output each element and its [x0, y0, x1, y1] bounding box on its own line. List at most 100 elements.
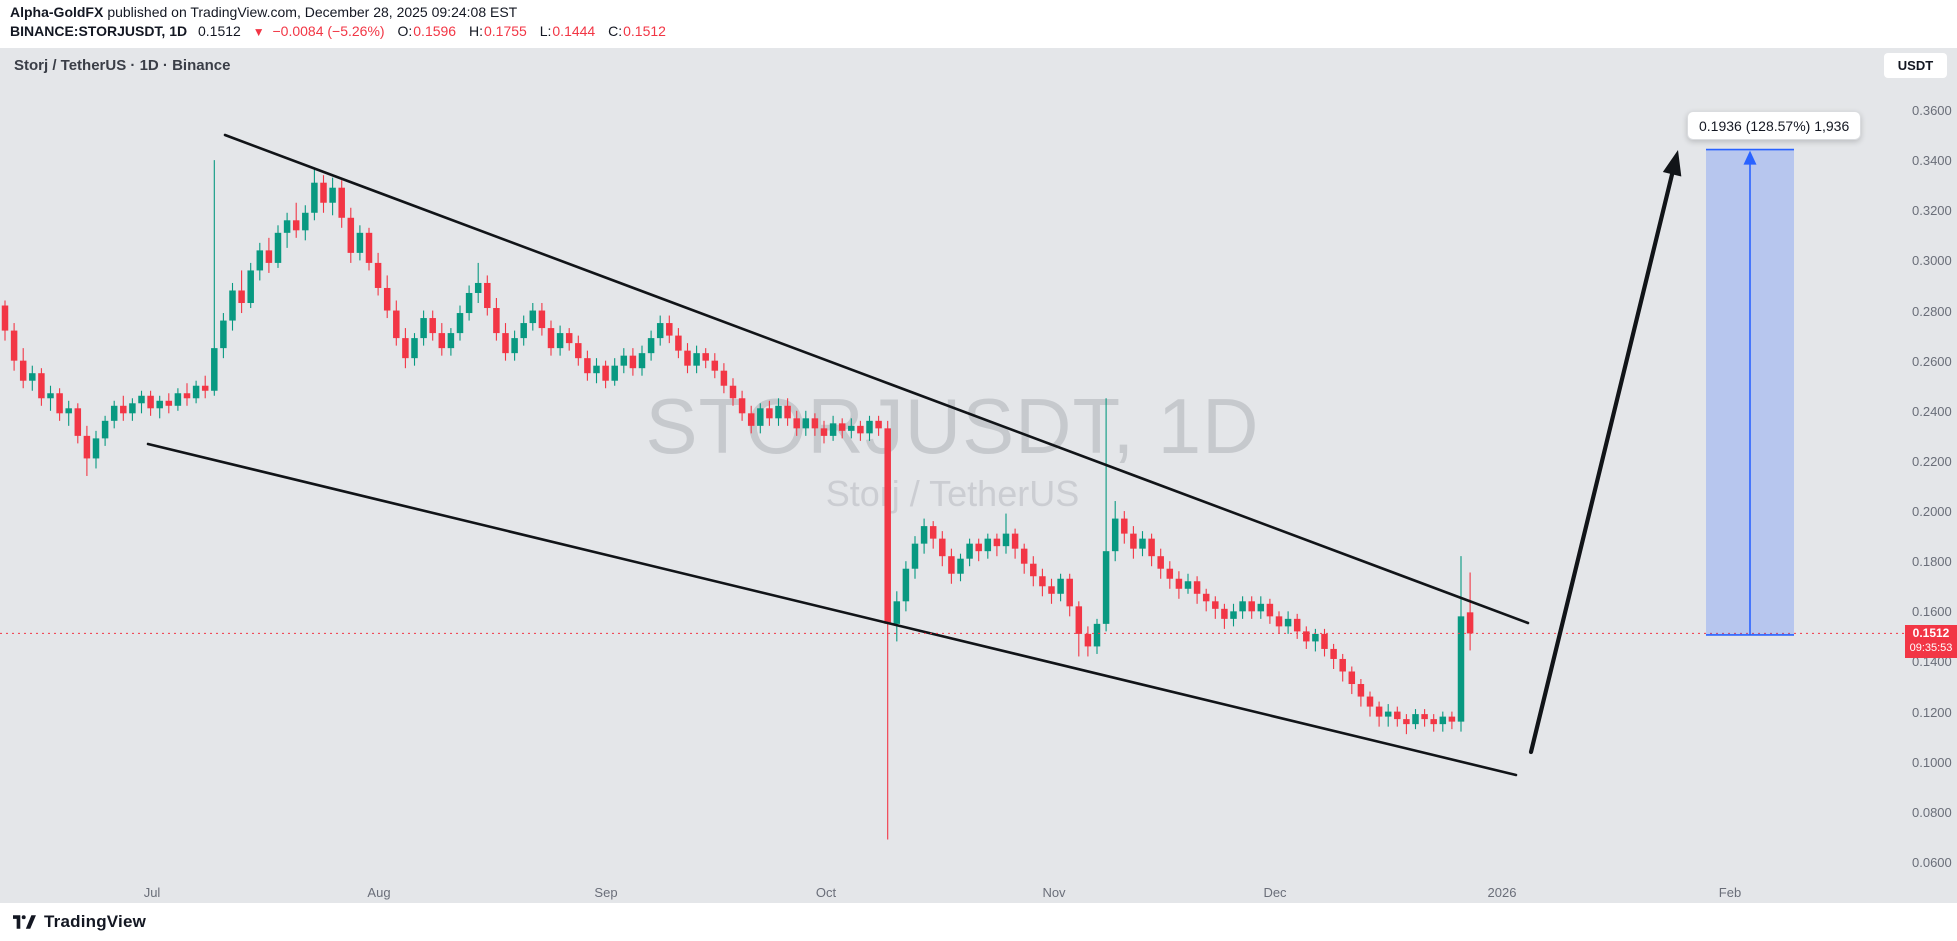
candle-body [1139, 538, 1146, 549]
candle-body [793, 418, 800, 429]
candle-body [611, 365, 618, 381]
candle-body [1230, 611, 1237, 619]
candle-body [283, 220, 291, 233]
candle-body [638, 353, 646, 369]
candle-body [520, 323, 527, 339]
candle-body [902, 568, 910, 602]
candle-body [10, 330, 18, 361]
candle-body [484, 282, 491, 309]
candle-body [1366, 696, 1374, 707]
candle-body [875, 420, 882, 429]
candle-body [129, 403, 136, 414]
candle-body [56, 393, 63, 414]
chart-canvas[interactable]: STORJUSDT, 1D Storj / TetherUS Storj / T… [0, 48, 1957, 903]
candle-body [656, 323, 664, 339]
candle-body [629, 355, 637, 369]
price-axis-tick: 0.1000 [1912, 754, 1952, 770]
candle-body [702, 353, 709, 361]
candle-body [1375, 706, 1383, 717]
candle-body [1439, 716, 1447, 725]
ohlc-high: H:0.1755 [469, 23, 527, 39]
candle-body [393, 310, 400, 339]
candle-body [274, 232, 282, 263]
candle-body [511, 338, 518, 354]
candle-body [857, 425, 864, 434]
descending-channel-upper-trendline[interactable] [223, 133, 1530, 625]
candlestick-chart[interactable] [0, 48, 1957, 903]
candle-body [1239, 601, 1246, 612]
price-axis[interactable]: 0.1512 09:35:53 0.3600 0.3400 0.3200 0.3000… [1905, 48, 1957, 903]
candle-body [110, 405, 118, 421]
candle-body [19, 360, 27, 381]
candle-body [438, 333, 446, 349]
candle-body [984, 538, 992, 552]
candle-body [1330, 648, 1337, 659]
candle-body [347, 217, 355, 253]
breakout-arrow-shaft[interactable] [1528, 163, 1677, 755]
candle-body [1075, 606, 1083, 634]
candle-body [565, 333, 573, 344]
candle-body [65, 408, 72, 414]
candle-body [356, 232, 364, 253]
descending-channel-lower-trendline[interactable] [146, 442, 1518, 777]
symbol-change: −0.0084 (−5.26%) [272, 23, 385, 39]
candle-body [138, 395, 145, 404]
candle-body [302, 212, 309, 231]
candle-body [1175, 578, 1183, 589]
currency-toggle-button[interactable]: USDT [1884, 53, 1947, 78]
candle-body [420, 318, 427, 339]
price-axis-tick: 0.1800 [1912, 554, 1952, 570]
publish-info-text: published on TradingView.com, December 2… [107, 4, 518, 20]
candle-body [729, 385, 737, 399]
candle-body [738, 398, 746, 414]
candle-body [429, 318, 436, 334]
price-axis-tick: 0.1200 [1912, 704, 1952, 720]
candle-body [456, 313, 464, 334]
candle-body [201, 385, 209, 391]
close-value: 0.1512 [623, 23, 666, 39]
price-axis-tick: 0.2800 [1912, 303, 1952, 319]
candle-body [920, 526, 928, 544]
tradingview-logo[interactable]: TradingView [13, 912, 146, 932]
candle-body [1030, 563, 1037, 577]
candle-body [447, 333, 455, 349]
candle-body [966, 543, 973, 559]
candle-body [192, 385, 200, 399]
candle-body [374, 262, 382, 288]
candle-body [929, 526, 937, 539]
candle-body [211, 348, 218, 391]
candle-body [829, 423, 837, 436]
low-label: L: [539, 23, 552, 39]
candle-body [183, 393, 191, 399]
candle-body [1202, 593, 1210, 602]
candle-body [92, 438, 100, 459]
high-label: H: [468, 23, 483, 39]
candle-body [957, 558, 964, 574]
candle-body [1339, 658, 1346, 672]
candle-body [256, 250, 264, 271]
candle-body [1102, 551, 1110, 624]
candle-body [538, 310, 546, 329]
price-axis-tick: 0.2000 [1912, 504, 1952, 520]
candle-body [493, 308, 500, 334]
candle-body [766, 408, 773, 419]
low-value: 0.1444 [552, 23, 596, 39]
candle-body [1212, 601, 1219, 609]
candle-body [383, 287, 391, 311]
candle-body [1, 305, 9, 331]
bar-countdown: 09:35:53 [1909, 642, 1953, 654]
candle-body [820, 428, 828, 436]
candle-body [675, 335, 682, 351]
price-axis-tick: 0.1600 [1912, 604, 1952, 620]
chart-legend[interactable]: Storj / TetherUS · 1D · Binance [14, 57, 231, 74]
candle-body [1093, 623, 1101, 647]
candle-body [720, 370, 728, 386]
candle-body [238, 290, 245, 304]
candle-body [74, 408, 82, 436]
last-price-tag: 0.1512 09:35:53 [1905, 625, 1957, 658]
candle-body [1248, 601, 1255, 612]
candle-body [647, 338, 655, 354]
candle-body [1039, 576, 1046, 587]
candle-body [174, 393, 182, 406]
candle-body [547, 328, 555, 349]
